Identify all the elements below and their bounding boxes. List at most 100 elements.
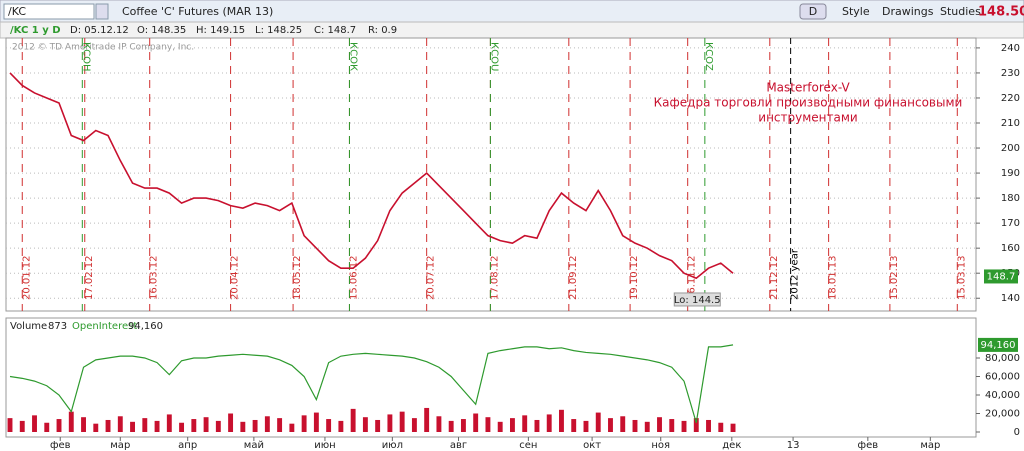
volume-bar bbox=[657, 417, 662, 432]
contract-line-label: КСОZ bbox=[703, 42, 714, 71]
volume-bar bbox=[411, 418, 417, 432]
volume-bar bbox=[338, 420, 344, 432]
date-line-label: 15.02.13 bbox=[889, 255, 900, 300]
date-line-label: 21.12.12 bbox=[769, 255, 780, 300]
volume-bar bbox=[460, 419, 466, 432]
x-tick-label: авг bbox=[450, 440, 467, 451]
volume-bar bbox=[632, 419, 638, 432]
drawings-button[interactable]: Drawings bbox=[882, 5, 934, 18]
low-tag-label: Lo: 144.5 bbox=[674, 295, 721, 306]
y-tick-label: 160 bbox=[1001, 243, 1020, 254]
volume-bar bbox=[387, 414, 393, 432]
volume-bar bbox=[44, 422, 50, 432]
date-line-label: 20.07.12 bbox=[426, 255, 437, 300]
contract-line-label: КСОК bbox=[347, 42, 358, 71]
info-range: R: 0.9 bbox=[368, 25, 397, 36]
legend-oi-last: 94,160 bbox=[128, 321, 163, 332]
style-button[interactable]: Style bbox=[842, 5, 870, 18]
info-low: L: 148.25 bbox=[255, 25, 302, 36]
last-price: 148.50 bbox=[978, 5, 1024, 20]
date-line-label: 19.10.12 bbox=[629, 255, 640, 300]
date-line-label: 18.05.12 bbox=[292, 255, 303, 300]
volume-bar bbox=[595, 412, 601, 432]
volume-bar bbox=[534, 419, 540, 432]
info-high: H: 149.15 bbox=[196, 25, 245, 36]
annotation: Masterforex-V bbox=[766, 81, 850, 95]
date-line-label: 17.02.12 bbox=[84, 255, 95, 300]
period[interactable]: D bbox=[809, 5, 817, 18]
volume-bar bbox=[436, 416, 442, 432]
y-tick-label: 210 bbox=[1001, 118, 1020, 129]
date-line-label: 20.04.12 bbox=[230, 255, 241, 300]
y-tick-label: 220 bbox=[1001, 93, 1020, 104]
volume-bar bbox=[166, 414, 172, 432]
volume-bar bbox=[117, 416, 123, 432]
y-tick-label: 40,000 bbox=[985, 390, 1020, 401]
last-price-tag-label: 148.7 bbox=[987, 271, 1016, 282]
volume-bar bbox=[509, 418, 515, 432]
symbol-dropdown[interactable] bbox=[95, 3, 109, 20]
volume-bar bbox=[154, 420, 160, 432]
volume-bar bbox=[693, 418, 699, 432]
volume-bar bbox=[301, 415, 307, 432]
volume-bar bbox=[19, 420, 25, 432]
x-tick-label: окт bbox=[583, 440, 601, 451]
info-close: C: 148.7 bbox=[314, 25, 356, 36]
date-line-label: 18.01.13 bbox=[828, 255, 839, 300]
date-line-label: 16.03.12 bbox=[149, 255, 160, 300]
volume-bar bbox=[68, 411, 74, 432]
volume-bar bbox=[730, 423, 736, 432]
period-button[interactable] bbox=[799, 3, 827, 20]
x-tick-label: 13 bbox=[787, 440, 800, 451]
volume-bar bbox=[473, 413, 479, 432]
y-tick-label: 190 bbox=[1001, 168, 1020, 179]
description: Coffee 'C' Futures (MAR 13) bbox=[122, 5, 273, 18]
annotation: Кафедра торговли производными финансовым… bbox=[654, 96, 963, 110]
date-line-label: 15.03.13 bbox=[956, 255, 967, 300]
volume-bar bbox=[485, 417, 491, 432]
annotation: инструментами bbox=[758, 111, 857, 125]
volume-bar bbox=[522, 415, 528, 432]
volume-bar bbox=[669, 419, 675, 432]
y-tick-label: 180 bbox=[1001, 193, 1020, 204]
info-open: O: 148.35 bbox=[137, 25, 186, 36]
open-interest-line bbox=[9, 344, 734, 423]
volume-bar bbox=[375, 419, 381, 432]
x-tick-label: ноя bbox=[651, 440, 670, 451]
volume-bar bbox=[559, 409, 564, 432]
volume-bar bbox=[326, 419, 332, 432]
y-tick-label: 80,000 bbox=[985, 353, 1020, 364]
volume-bar bbox=[93, 423, 99, 432]
y-tick-label: 20,000 bbox=[985, 409, 1020, 420]
y-tick-label: 230 bbox=[1001, 68, 1020, 79]
legend-volume-last: 873 bbox=[48, 321, 67, 332]
volume-bar bbox=[583, 420, 589, 432]
volume-bar bbox=[179, 422, 185, 432]
volume-bar bbox=[240, 421, 246, 432]
x-tick-label: сен bbox=[519, 440, 537, 451]
date-line-label: 21.09.12 bbox=[568, 255, 579, 300]
volume-bar bbox=[350, 408, 356, 432]
studies-button[interactable]: Studies bbox=[940, 5, 981, 18]
y-tick-label: 170 bbox=[1001, 218, 1020, 229]
y-tick-label: 140 bbox=[1001, 293, 1020, 304]
date-line-label: 17.08.12 bbox=[489, 255, 500, 300]
symbol-box[interactable] bbox=[3, 3, 95, 20]
date-line-label: 15.06.12 bbox=[348, 255, 359, 300]
volume-bar bbox=[399, 411, 405, 432]
symbol[interactable]: /KC bbox=[8, 5, 26, 18]
volume-bar bbox=[289, 423, 295, 432]
volume-bar bbox=[681, 420, 687, 432]
volume-bar bbox=[252, 419, 258, 432]
volume-bar bbox=[706, 419, 711, 432]
volume-bar bbox=[424, 407, 430, 432]
volume-bar bbox=[571, 419, 577, 432]
volume-bar bbox=[362, 417, 368, 432]
volume-bar bbox=[718, 422, 724, 432]
volume-bar bbox=[546, 414, 552, 432]
volume-bar bbox=[277, 418, 283, 432]
contract-line-label: КСОН bbox=[80, 42, 91, 71]
volume-bar bbox=[203, 417, 209, 432]
